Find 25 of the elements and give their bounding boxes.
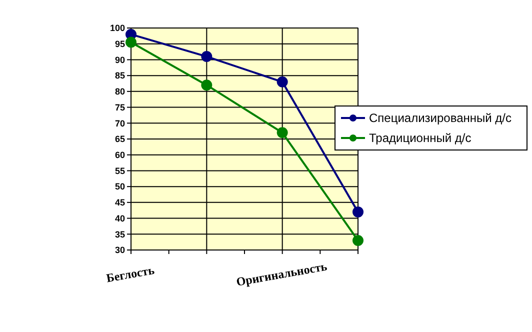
y-tick-label: 65 — [114, 134, 125, 144]
y-tick-label: 70 — [114, 118, 125, 128]
point — [126, 36, 136, 48]
point — [201, 51, 212, 62]
y-tick-label: 60 — [114, 150, 125, 160]
y-tick-label: 75 — [114, 102, 125, 112]
y-tick-label: 85 — [114, 70, 125, 81]
y-tick-label: 30 — [114, 245, 125, 256]
x-tick-label: Беглость — [105, 262, 156, 286]
y-tick-label: 95 — [114, 39, 125, 50]
y-tick-label: 40 — [114, 213, 125, 224]
y-tick-label: 55 — [114, 166, 125, 176]
point — [276, 76, 288, 88]
point — [352, 206, 364, 218]
y-tick-label: 80 — [114, 86, 125, 97]
y-tick-label: 50 — [114, 182, 125, 192]
point — [201, 80, 212, 91]
legend-label: Специализированный д/с — [369, 111, 512, 126]
y-tick-label: 45 — [114, 198, 125, 208]
y-tick-label: 90 — [114, 54, 125, 65]
y-tick-label: 35 — [114, 229, 125, 240]
point — [352, 234, 364, 246]
y-tick-label: 100 — [110, 23, 125, 34]
legend-label: Традиционный д/с — [369, 131, 472, 146]
point — [276, 127, 288, 138]
